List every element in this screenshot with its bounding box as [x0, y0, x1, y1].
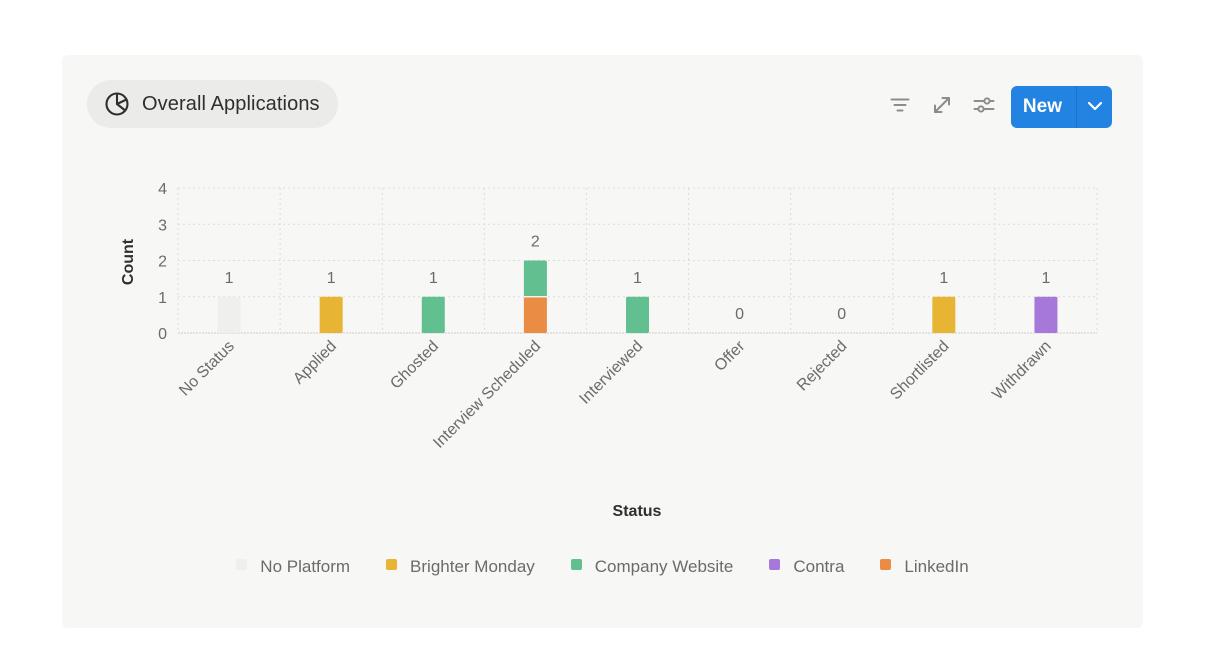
x-tick-label: Ghosted	[387, 338, 442, 393]
legend-label: Brighter Monday	[410, 557, 535, 576]
expand-icon	[932, 95, 952, 120]
y-tick-label: 1	[158, 290, 167, 307]
bar-total-labels: 1 1 1 2 1 0 0 1 1	[225, 234, 1051, 324]
chart-bars	[217, 260, 1058, 333]
y-tick-label: 0	[158, 326, 167, 343]
pie-chart-icon	[104, 91, 130, 117]
bar-total-label: 2	[531, 234, 540, 251]
bar-total-label: 1	[939, 270, 948, 287]
bar-total-label: 1	[633, 270, 642, 287]
legend-label: No Platform	[260, 557, 351, 576]
x-axis-label: Status	[613, 503, 662, 520]
chart-settings-button[interactable]	[963, 89, 1005, 125]
x-tick-label: Shortlisted	[887, 338, 952, 403]
bar-segment	[421, 296, 445, 333]
legend-label: LinkedIn	[904, 557, 969, 576]
bar-segment	[626, 296, 649, 333]
y-axis-label: Count	[120, 238, 137, 285]
legend-item[interactable]: Company Website	[570, 557, 734, 577]
filter-button[interactable]	[879, 89, 921, 125]
sliders-icon	[973, 96, 995, 119]
legend-item[interactable]: Contra	[769, 557, 844, 577]
legend-item[interactable]: LinkedIn	[880, 557, 969, 577]
bar-total-label: 0	[837, 306, 846, 323]
x-tick-label: Rejected	[794, 338, 851, 395]
x-tick-label: Offer	[711, 337, 748, 374]
y-tick-label: 2	[158, 254, 167, 271]
chart-toolbar: New	[879, 86, 1112, 128]
bar-segment	[523, 260, 547, 297]
chart-legend: No Platform Brighter Monday Company Websit…	[62, 557, 1143, 577]
y-tick-label: 4	[158, 181, 167, 198]
x-tick-label: Applied	[290, 338, 340, 388]
filter-icon	[890, 97, 910, 118]
x-tick-label: Interview Scheduled	[430, 338, 544, 452]
chart-title: Overall Applications	[142, 92, 320, 115]
legend-swatch	[386, 558, 398, 570]
bar-total-label: 1	[429, 270, 438, 287]
bar-total-label: 1	[225, 270, 234, 287]
bar-segment	[932, 296, 956, 333]
legend-label: Contra	[793, 557, 845, 576]
bar-segment	[217, 296, 241, 333]
legend-item[interactable]: No Platform	[236, 557, 350, 577]
chart-widget-card: Overall Applications	[62, 55, 1143, 628]
legend-swatch	[236, 558, 248, 570]
legend-swatch	[570, 558, 582, 570]
y-axis-ticks: 0 1 2 3 4	[158, 181, 167, 343]
chevron-down-icon	[1087, 98, 1103, 116]
bar-total-label: 1	[327, 270, 336, 287]
x-tick-label: No Status	[176, 338, 238, 400]
bar-segment	[523, 296, 547, 333]
bar-segment	[319, 296, 343, 333]
new-dropdown-button[interactable]	[1076, 86, 1112, 128]
x-tick-label: Interviewed	[576, 338, 646, 408]
x-tick-label: Withdrawn	[989, 338, 1054, 403]
chart-title-button[interactable]: Overall Applications	[87, 80, 338, 128]
legend-swatch	[880, 558, 892, 570]
y-tick-label: 3	[158, 217, 167, 234]
legend-swatch	[769, 558, 781, 570]
bar-segment	[1034, 296, 1058, 333]
new-split-button: New	[1010, 86, 1112, 128]
bar-total-label: 1	[1041, 270, 1050, 287]
legend-item[interactable]: Brighter Monday	[386, 557, 535, 577]
expand-button[interactable]	[921, 89, 963, 125]
new-button[interactable]: New	[1022, 96, 1062, 117]
legend-label: Company Website	[594, 557, 734, 576]
bar-total-label: 0	[735, 306, 744, 323]
